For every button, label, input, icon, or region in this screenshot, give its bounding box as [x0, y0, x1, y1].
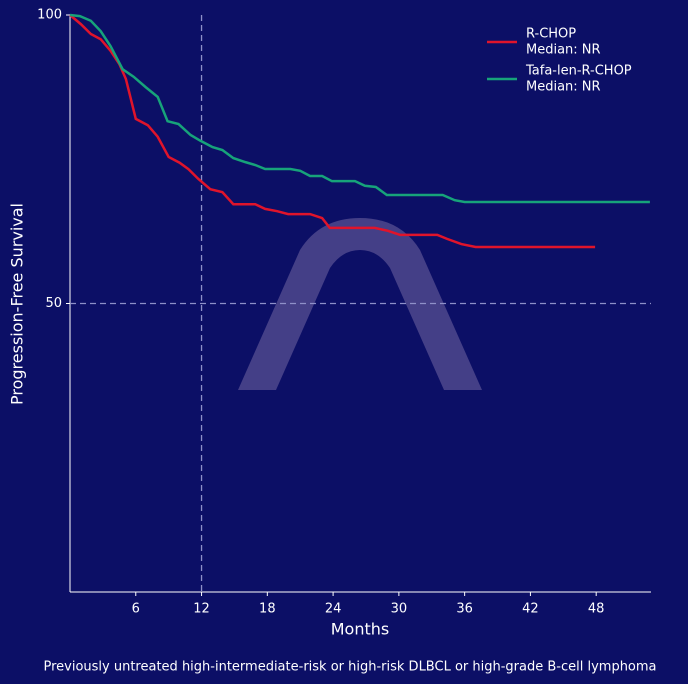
- x-tick-label: 36: [456, 602, 473, 617]
- x-tick-label: 6: [132, 602, 140, 617]
- x-tick-label: 42: [522, 602, 539, 617]
- x-tick-label: 24: [325, 602, 342, 617]
- survival-curve: [69, 13, 650, 204]
- watermark-logo: [238, 218, 482, 390]
- x-tick-label: 48: [588, 602, 605, 617]
- legend-median: Median: NR: [526, 43, 601, 58]
- legend-label: R-CHOP: [526, 27, 576, 42]
- x-axis-label: Months: [331, 620, 389, 639]
- survival-curve: [69, 14, 596, 249]
- x-tick-label: 30: [391, 602, 408, 617]
- y-axis-label: Progression-Free Survival: [8, 203, 27, 405]
- legend-median: Median: NR: [526, 80, 601, 95]
- y-tick-label: 100: [37, 8, 62, 23]
- caption: Previously untreated high-intermediate-r…: [43, 660, 656, 675]
- x-tick-label: 18: [259, 602, 276, 617]
- x-tick-label: 12: [193, 602, 210, 617]
- legend-label: Tafa-len-R-CHOP: [525, 64, 632, 79]
- y-tick-label: 50: [45, 296, 62, 311]
